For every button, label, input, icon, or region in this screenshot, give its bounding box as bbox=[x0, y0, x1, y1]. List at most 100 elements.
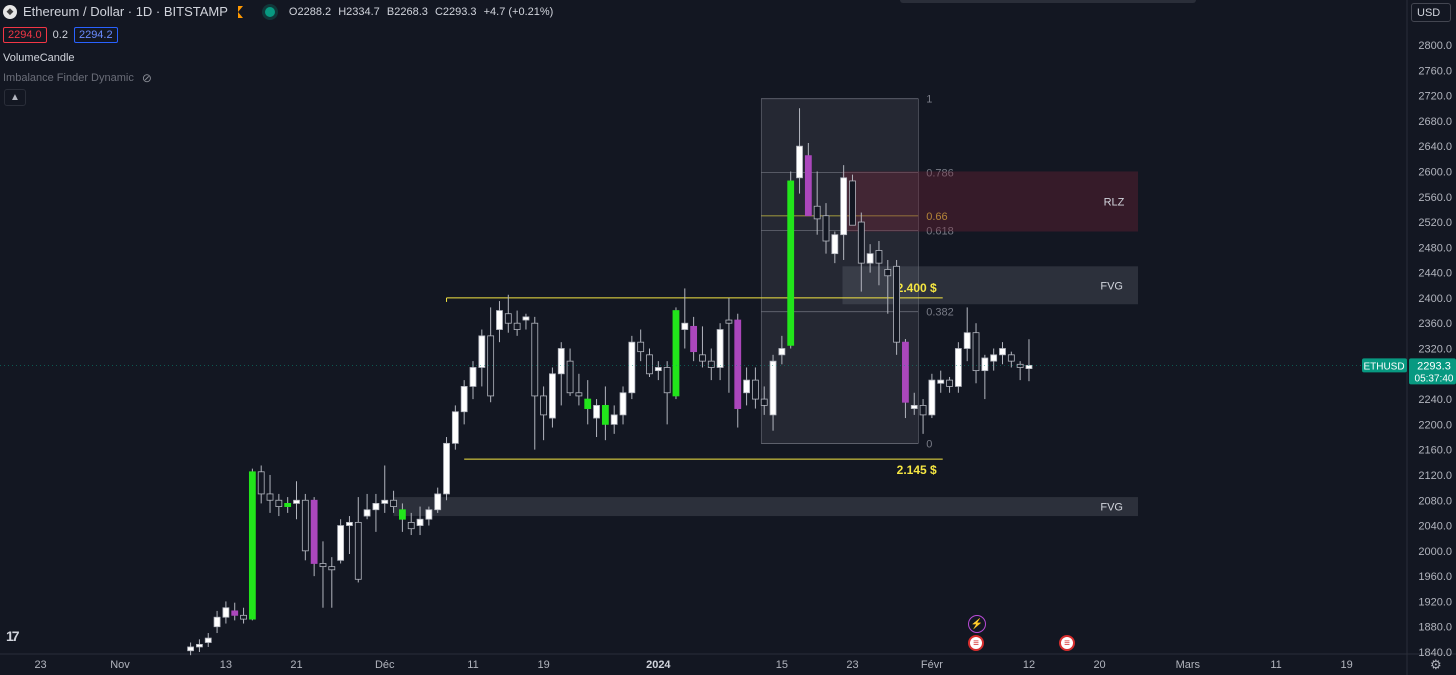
candle-body bbox=[1016, 363, 1024, 368]
y-tick-label: 1840.0 bbox=[1418, 647, 1452, 659]
candle-body bbox=[557, 348, 565, 375]
price-tag-value: 2293.3 bbox=[1417, 360, 1451, 372]
candle-body bbox=[699, 354, 706, 362]
y-tick-label: 2680.0 bbox=[1418, 116, 1452, 128]
candle-body bbox=[769, 360, 777, 416]
y-tick-label: 1920.0 bbox=[1418, 596, 1452, 608]
candle-body bbox=[610, 414, 618, 425]
candle-body bbox=[990, 354, 998, 362]
candle-body bbox=[319, 563, 327, 568]
candle-body bbox=[760, 398, 768, 406]
close-label: C bbox=[434, 5, 443, 18]
candle-body bbox=[672, 310, 680, 397]
bid-ask-row: 2294.0 0.2 2294.2 bbox=[3, 27, 118, 43]
low-label: B bbox=[386, 5, 395, 18]
lightning-event-icon[interactable]: ⚡ bbox=[968, 615, 986, 633]
indicator-volumecandle[interactable]: VolumeCandle bbox=[3, 52, 75, 64]
candle-body bbox=[469, 367, 477, 387]
x-tick-label: 19 bbox=[1341, 659, 1353, 671]
x-tick-label: 2024 bbox=[646, 659, 671, 671]
x-tick-label: 20 bbox=[1093, 659, 1105, 671]
fvg-zone bbox=[393, 497, 1138, 517]
candle-body bbox=[857, 221, 865, 264]
x-tick-label: 23 bbox=[34, 659, 46, 671]
price-tag-bg bbox=[1409, 358, 1456, 385]
candle-body bbox=[566, 360, 574, 394]
candle-body bbox=[434, 493, 442, 511]
candle-body bbox=[1025, 364, 1033, 370]
y-tick-label: 2160.0 bbox=[1418, 445, 1452, 457]
candle-body bbox=[743, 379, 750, 394]
candle-body bbox=[893, 265, 900, 343]
y-tick-label: 2560.0 bbox=[1418, 192, 1452, 204]
candle-body bbox=[513, 322, 521, 330]
candle-body bbox=[310, 499, 318, 564]
x-tick-label: 15 bbox=[776, 659, 788, 671]
candle-body bbox=[734, 319, 742, 409]
tradingview-logo[interactable]: 17 bbox=[6, 628, 20, 644]
candle-body bbox=[999, 348, 1006, 356]
sell-button[interactable]: 2294.0 bbox=[3, 27, 47, 43]
candle-body bbox=[575, 392, 583, 397]
symbol-title[interactable]: Ethereum / Dollar · 1D · BITSTAMP bbox=[23, 4, 228, 19]
rlz-zone bbox=[842, 171, 1138, 232]
x-tick-label: Nov bbox=[110, 659, 130, 671]
indicator-imbalance-finder[interactable]: Imbalance Finder Dynamic ⊘ bbox=[3, 71, 152, 85]
high-value: 2334.7 bbox=[346, 5, 380, 18]
rlz-label: RLZ bbox=[1104, 196, 1125, 208]
indicator-imbalance-label: Imbalance Finder Dynamic bbox=[3, 72, 134, 84]
candle-body bbox=[407, 521, 415, 530]
x-tick-label: 12 bbox=[1023, 659, 1035, 671]
candle-body bbox=[275, 499, 283, 507]
fvg-label: FVG bbox=[1100, 280, 1123, 292]
candle-body bbox=[416, 518, 424, 526]
candle-body bbox=[963, 332, 971, 349]
candle-body bbox=[451, 411, 459, 444]
candle-body bbox=[284, 503, 292, 507]
gear-icon[interactable]: ⚙ bbox=[1430, 657, 1442, 672]
flag-icon[interactable] bbox=[237, 5, 243, 18]
candle-body bbox=[204, 637, 212, 643]
us-flag-event-icon[interactable]: ≡ bbox=[968, 635, 984, 651]
fib-level-label: 0.786 bbox=[926, 167, 954, 179]
x-tick-label: Févr bbox=[921, 659, 943, 671]
y-tick-label: 2240.0 bbox=[1418, 394, 1452, 406]
candle-body bbox=[972, 332, 980, 372]
candle-body bbox=[778, 348, 786, 356]
candle-body bbox=[266, 493, 274, 501]
candle-body bbox=[954, 348, 962, 387]
ohlc-values: O2288.2 H2334.7 B2268.3 C2293.3 +4.7 (+0… bbox=[289, 6, 557, 18]
y-tick-label: 1880.0 bbox=[1418, 622, 1452, 634]
price-tag-countdown: 05:37:40 bbox=[1415, 373, 1454, 384]
candle-body bbox=[681, 322, 689, 330]
candle-body bbox=[398, 509, 406, 520]
us-flag-event-icon-2[interactable]: ≡ bbox=[1059, 635, 1075, 651]
candle-body bbox=[849, 180, 856, 226]
y-tick-label: 2200.0 bbox=[1418, 419, 1452, 431]
candle-body bbox=[584, 398, 592, 409]
candle-body bbox=[222, 607, 230, 618]
y-tick-label: 2080.0 bbox=[1418, 495, 1452, 507]
candle-body bbox=[522, 316, 530, 321]
candle-body bbox=[293, 499, 300, 504]
x-tick-label: 19 bbox=[537, 659, 549, 671]
open-label: O bbox=[288, 5, 298, 18]
low-value: 2268.3 bbox=[394, 5, 428, 18]
buy-button[interactable]: 2294.2 bbox=[73, 27, 118, 43]
candle-body bbox=[787, 180, 795, 346]
candle-body bbox=[707, 360, 715, 368]
candle-body bbox=[654, 367, 662, 372]
candle-body bbox=[619, 392, 627, 416]
candle-body bbox=[248, 471, 256, 620]
currency-select[interactable]: USD bbox=[1411, 3, 1451, 22]
candle-body bbox=[1007, 354, 1015, 362]
chevron-up-icon[interactable]: ▲ bbox=[4, 89, 26, 106]
candle-body bbox=[813, 205, 821, 220]
candle-body bbox=[646, 354, 653, 375]
y-tick-label: 2600.0 bbox=[1418, 166, 1452, 178]
eye-off-icon[interactable]: ⊘ bbox=[141, 71, 152, 85]
candle-body bbox=[540, 395, 547, 416]
symbol-tag-label: ETHUSD bbox=[1363, 361, 1404, 372]
candle-body bbox=[496, 310, 503, 330]
